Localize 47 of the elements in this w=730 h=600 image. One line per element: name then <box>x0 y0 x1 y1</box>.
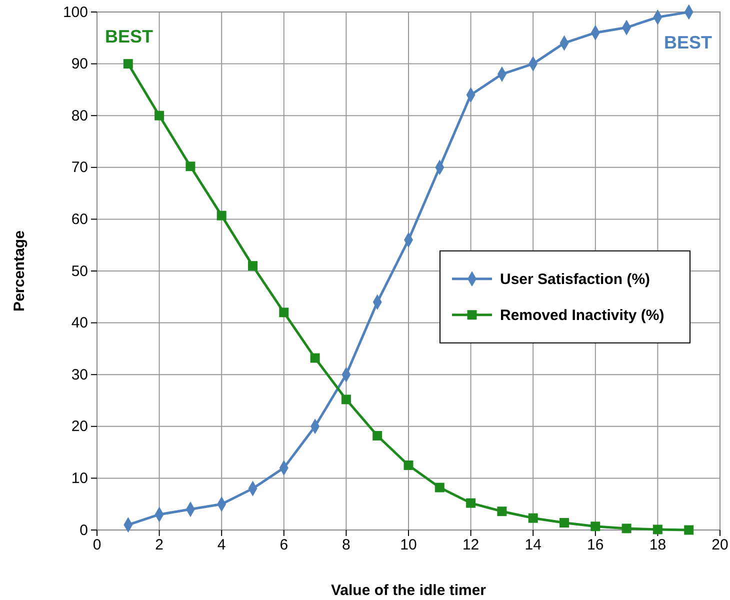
y-tick-label: 10 <box>71 470 88 487</box>
y-tick-label: 80 <box>71 107 88 124</box>
point <box>622 524 632 534</box>
point <box>216 210 226 220</box>
point <box>560 518 569 528</box>
point <box>590 522 600 532</box>
annotation: BEST <box>664 32 712 52</box>
point <box>684 525 694 535</box>
legend-label: Removed Inactivity (%) <box>500 307 664 324</box>
point <box>528 513 538 523</box>
y-tick-label: 40 <box>71 314 88 332</box>
point <box>466 498 476 508</box>
x-tick-label: 20 <box>712 536 728 554</box>
x-tick-label: 6 <box>280 536 288 554</box>
point <box>310 353 320 363</box>
point <box>341 394 351 404</box>
y-tick-label: 50 <box>71 262 88 280</box>
point <box>497 506 507 516</box>
point <box>652 524 662 534</box>
y-tick-label: 70 <box>71 159 88 176</box>
annotation: BEST <box>105 26 154 46</box>
x-tick-label: 10 <box>400 536 417 554</box>
y-tick-label: 90 <box>71 56 88 73</box>
point <box>372 430 382 440</box>
x-tick-label: 0 <box>92 536 102 554</box>
x-tick-label: 14 <box>524 536 542 554</box>
legend-label: User Satisfaction (%) <box>500 271 650 288</box>
x-tick-label: 4 <box>217 536 226 554</box>
y-tick-label: 30 <box>71 366 88 384</box>
x-axis-title: Value of the idle timer <box>330 582 486 599</box>
x-tick-label: 12 <box>462 536 480 554</box>
x-tick-label: 18 <box>649 536 666 554</box>
point <box>248 261 258 271</box>
point <box>279 308 289 318</box>
point <box>434 482 444 492</box>
y-tick-label: 0 <box>80 522 88 539</box>
point <box>404 460 414 470</box>
x-tick-label: 8 <box>342 536 350 554</box>
point <box>154 110 164 120</box>
point <box>123 59 133 69</box>
x-tick-label: 2 <box>155 536 164 554</box>
y-axis-title: Percentage <box>11 230 28 312</box>
y-tick-label: 100 <box>62 4 88 21</box>
x-tick-label: 16 <box>587 536 604 554</box>
y-tick-label: 60 <box>71 211 88 228</box>
point <box>186 162 196 172</box>
y-tick-label: 20 <box>71 418 88 436</box>
